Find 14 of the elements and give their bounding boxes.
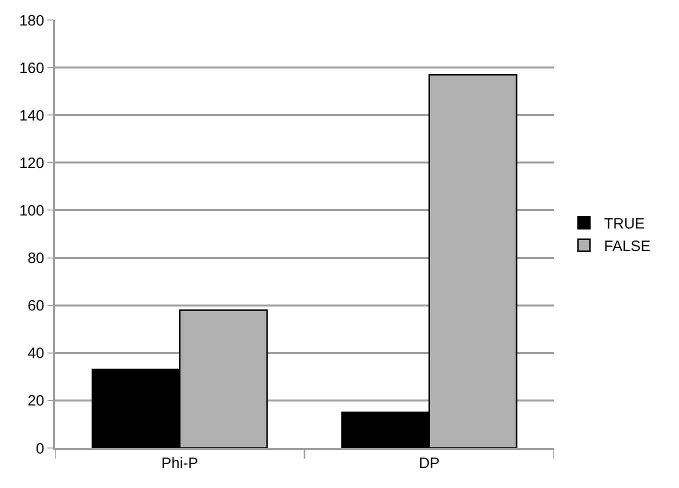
y-tick-label: 60	[28, 298, 44, 315]
y-tick-label: 160	[19, 60, 44, 77]
legend-label: TRUE	[604, 216, 645, 233]
y-tick-label: 140	[19, 107, 44, 124]
y-tick-label: 20	[28, 392, 44, 410]
y-tick-label: 0	[36, 440, 44, 458]
y-tick-label: 40	[28, 345, 44, 362]
x-tick-label: Phi-P	[161, 454, 198, 472]
legend-label: FALSE	[604, 238, 651, 256]
y-tick-label: 180	[19, 12, 44, 30]
y-tick-label: 100	[19, 202, 44, 220]
y-tick-label: 80	[28, 250, 44, 268]
x-tick-label: DP	[418, 454, 440, 472]
y-tick-label: 120	[19, 154, 44, 172]
